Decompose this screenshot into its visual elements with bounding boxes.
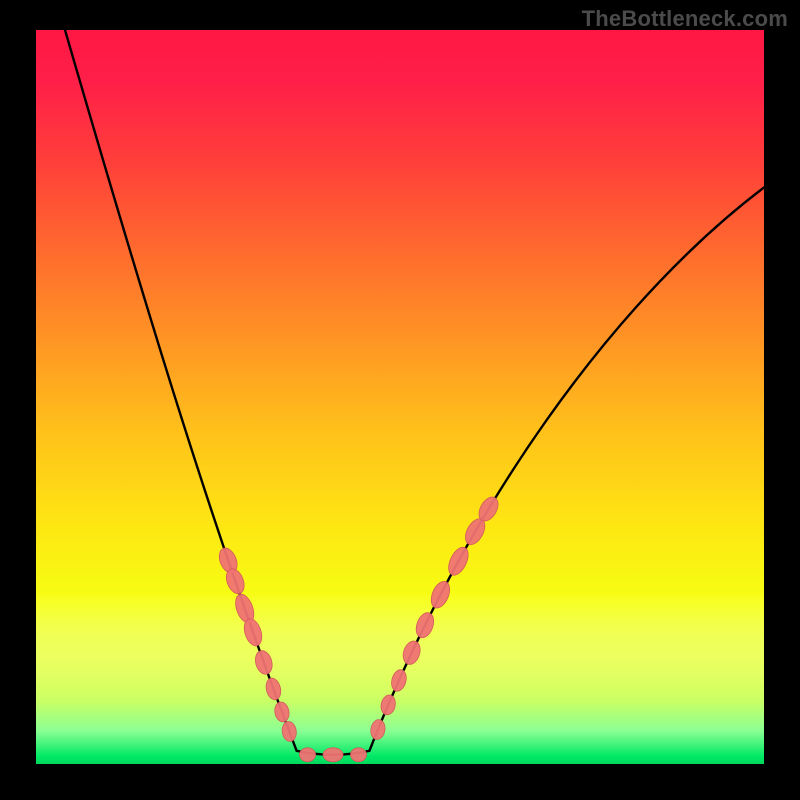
curve-marker	[323, 748, 343, 762]
curve-marker	[300, 748, 316, 762]
chart-stage: TheBottleneck.com	[0, 0, 800, 800]
plot-area	[36, 30, 764, 764]
plot-svg	[36, 30, 764, 764]
curve-marker	[351, 748, 367, 762]
watermark-text: TheBottleneck.com	[582, 6, 788, 32]
